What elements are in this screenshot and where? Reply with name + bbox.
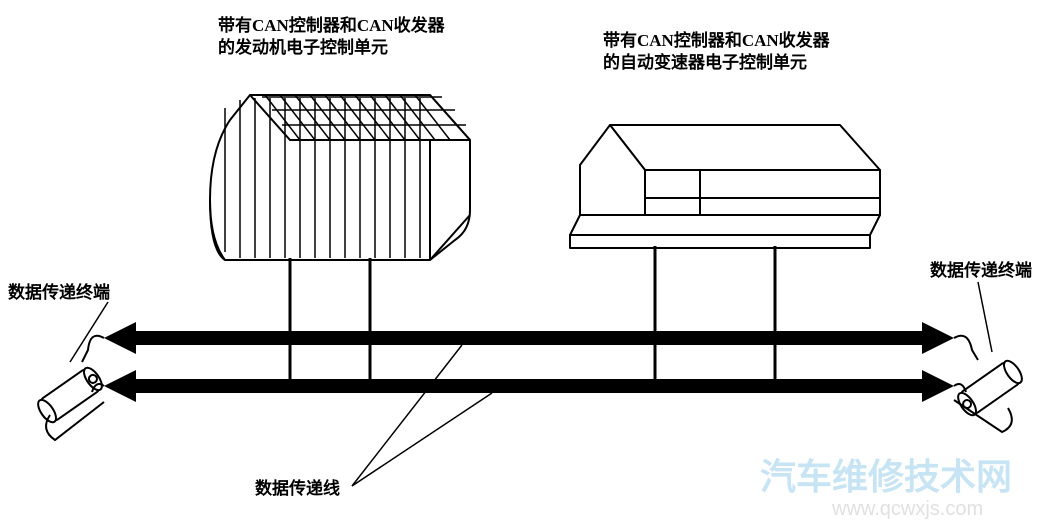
ecu2-drop-lines (655, 246, 775, 393)
terminal-left (35, 336, 106, 440)
ecu2-module (570, 125, 880, 248)
ecu2-label-line1: 带有CAN控制器和CAN收发器 (603, 30, 830, 52)
ecu1-label-line2: 的发动机电子控制单元 (218, 37, 388, 59)
bus-lines-label: 数据传递线 (255, 478, 340, 500)
terminal-right-label: 数据传递终端 (930, 260, 1032, 282)
ecu1-drop-lines (290, 258, 370, 393)
watermark-url: www.qcwxjs.com (832, 498, 983, 521)
bus-lines (104, 322, 954, 402)
terminal-left-label: 数据传递终端 (8, 282, 110, 304)
ecu1-module (210, 95, 470, 260)
ecu2-label-line2: 的自动变速器电子控制单元 (603, 52, 807, 74)
watermark-cn: 汽车维修技术网 (760, 448, 1012, 500)
terminal-right (954, 336, 1025, 432)
ecu1-label-line1: 带有CAN控制器和CAN收发器 (218, 15, 445, 37)
